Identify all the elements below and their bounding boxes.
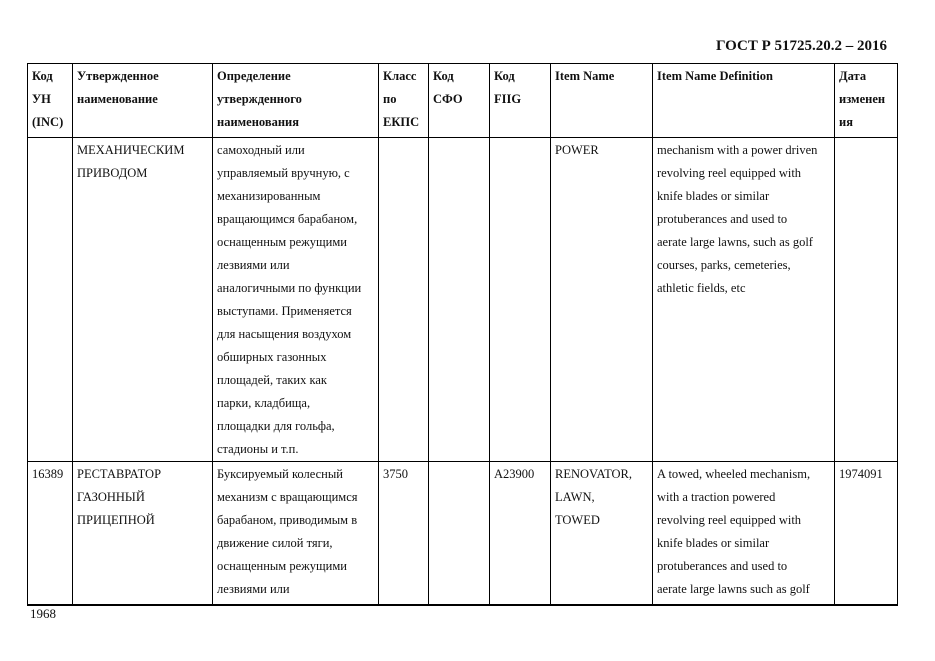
column-header: Item Name Definition: [652, 63, 835, 138]
page-number: 1968: [30, 606, 56, 621]
table-row: 16389 РЕСТАВРАТОР ГАЗОННЫЙ ПРИЦЕПНОЙ Бук…: [27, 461, 898, 606]
table-cell: [834, 137, 898, 462]
table-cell: Буксируемый колесный механизм с вращающи…: [212, 461, 379, 606]
table-cell: 16389: [27, 461, 73, 606]
table-header-row: Код УН (INC) Утвержденное наименование О…: [27, 63, 898, 138]
standard-number: ГОСТ Р 51725.20.2 – 2016: [715, 38, 887, 54]
table-cell: [378, 137, 429, 462]
column-header: Дата изменен ия: [834, 63, 898, 138]
table-cell: самоходный или управляемый вручную, с ме…: [212, 137, 379, 462]
table-row: МЕХАНИЧЕСКИМ ПРИВОДОМ самоходный или упр…: [27, 137, 898, 462]
column-header: Item Name: [550, 63, 653, 138]
table-cell: [428, 137, 490, 462]
table-cell: POWER: [550, 137, 653, 462]
table-cell: A towed, wheeled mechanism, with a tract…: [652, 461, 835, 606]
column-header: Код СФО: [428, 63, 490, 138]
table-cell: [27, 137, 73, 462]
column-header: Утвержденное наименование: [72, 63, 213, 138]
column-header: Определение утвержденного наименования: [212, 63, 379, 138]
data-table: Код УН (INC) Утвержденное наименование О…: [27, 63, 898, 606]
table-cell: mechanism with a power driven revolving …: [652, 137, 835, 462]
table-cell: МЕХАНИЧЕСКИМ ПРИВОДОМ: [72, 137, 213, 462]
table-cell: РЕСТАВРАТОР ГАЗОННЫЙ ПРИЦЕПНОЙ: [72, 461, 213, 606]
table-cell: [489, 137, 551, 462]
column-header: Класс по ЕКПС: [378, 63, 429, 138]
table-cell: 1974091: [834, 461, 898, 606]
table-cell: [428, 461, 490, 606]
column-header: Код FIIG: [489, 63, 551, 138]
table-cell: 3750: [378, 461, 429, 606]
column-header: Код УН (INC): [27, 63, 73, 138]
table-cell: RENOVATOR, LAWN, TOWED: [550, 461, 653, 606]
table-cell: A23900: [489, 461, 551, 606]
